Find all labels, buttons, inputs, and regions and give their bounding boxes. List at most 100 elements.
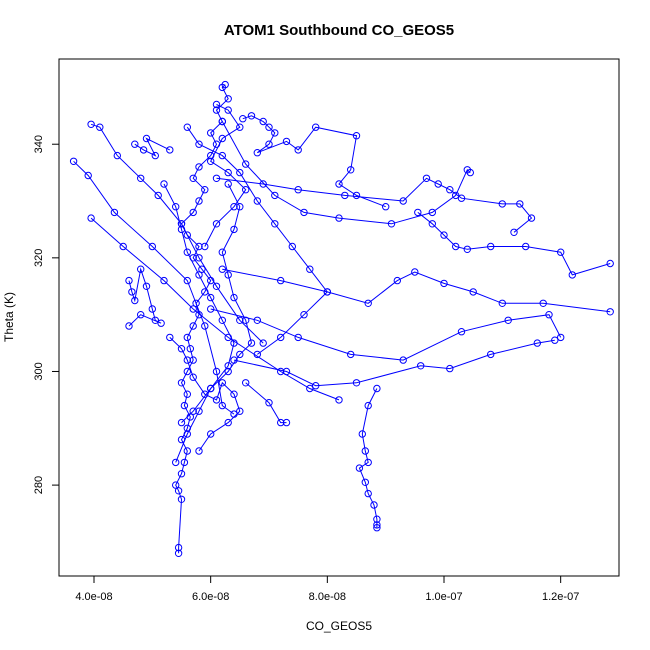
data-point	[282, 418, 291, 427]
series-line	[163, 183, 235, 423]
data-point	[230, 339, 238, 347]
data-point	[177, 220, 186, 228]
data-point	[422, 174, 431, 183]
series-layer	[69, 80, 614, 557]
data-point	[393, 276, 401, 285]
data-point	[142, 134, 151, 143]
data-point	[224, 362, 232, 370]
data-point	[84, 171, 92, 180]
data-point	[198, 265, 206, 273]
data-point	[183, 356, 192, 364]
data-point	[212, 100, 221, 109]
data-point	[195, 242, 203, 251]
data-point	[224, 367, 232, 376]
data-point	[341, 191, 349, 200]
series-line	[221, 121, 471, 225]
series-3	[87, 214, 343, 404]
data-point	[195, 447, 203, 455]
series-5	[131, 134, 174, 160]
data-point	[172, 203, 180, 211]
data-point	[207, 430, 215, 438]
series-9	[414, 208, 614, 279]
x-tick-label: 1.0e-07	[425, 591, 462, 603]
data-point	[352, 191, 361, 200]
data-point	[487, 350, 495, 359]
data-point	[352, 379, 361, 387]
data-point	[373, 524, 381, 532]
data-point	[452, 191, 460, 200]
series-1	[69, 157, 238, 418]
data-point	[189, 356, 197, 364]
data-point	[180, 401, 189, 410]
data-point	[466, 168, 474, 177]
data-point	[177, 418, 186, 427]
data-point	[463, 245, 471, 254]
data-point	[218, 117, 227, 126]
data-point	[358, 430, 366, 438]
data-point	[139, 146, 148, 154]
series-line	[90, 123, 264, 344]
data-point	[230, 203, 238, 211]
data-point	[446, 364, 454, 373]
series-line	[204, 104, 247, 247]
data-point	[606, 259, 614, 268]
data-point	[137, 174, 145, 183]
data-point	[177, 379, 186, 387]
data-point	[557, 333, 565, 342]
data-point	[172, 481, 180, 489]
data-point	[131, 296, 139, 305]
series-14	[355, 384, 381, 532]
data-point	[166, 146, 174, 154]
data-point	[189, 322, 197, 330]
y-tick-label: 340	[33, 135, 45, 153]
data-point	[277, 276, 285, 285]
data-point	[277, 367, 285, 376]
data-point	[174, 487, 183, 495]
data-point	[186, 345, 195, 353]
data-point	[355, 464, 364, 472]
series-line	[210, 308, 562, 361]
data-point	[180, 458, 189, 467]
series-line	[417, 212, 611, 276]
data-point	[218, 379, 227, 387]
data-point	[253, 316, 261, 324]
data-point	[259, 180, 267, 188]
data-point	[288, 242, 296, 251]
series-4	[125, 265, 165, 330]
data-point	[224, 95, 232, 103]
data-point	[335, 214, 343, 222]
data-point	[242, 186, 250, 194]
data-point	[125, 276, 133, 285]
data-point	[414, 208, 422, 217]
data-point	[364, 401, 372, 410]
data-point	[192, 299, 200, 307]
data-point	[218, 248, 227, 256]
data-point	[335, 180, 343, 188]
data-point	[224, 168, 232, 177]
data-point	[195, 163, 203, 171]
data-point	[373, 521, 381, 529]
series-line	[222, 268, 611, 313]
data-point	[498, 200, 506, 208]
data-point	[224, 180, 232, 188]
data-point	[212, 220, 221, 228]
data-point	[183, 231, 192, 239]
y-axis: 280 300 320 340	[33, 135, 60, 494]
data-point	[154, 191, 162, 200]
data-point	[177, 345, 186, 353]
data-point	[271, 220, 279, 228]
series-line	[186, 126, 328, 355]
data-point	[347, 350, 355, 359]
data-point	[300, 311, 308, 319]
data-point	[399, 197, 407, 205]
data-point	[207, 293, 215, 302]
data-point	[364, 458, 372, 467]
data-point	[568, 271, 576, 279]
y-tick-label: 320	[33, 249, 45, 267]
data-point	[606, 308, 614, 316]
data-point	[323, 288, 331, 296]
data-point	[189, 208, 197, 217]
data-point	[498, 299, 506, 307]
data-point	[527, 214, 536, 222]
data-point	[294, 333, 302, 342]
